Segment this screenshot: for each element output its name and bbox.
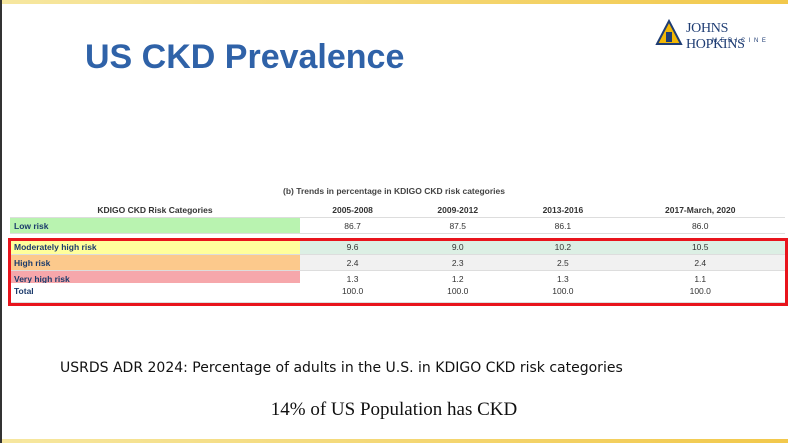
logo-icon: [655, 18, 683, 45]
table-row: Low risk 86.7 87.5 86.1 86.0: [10, 217, 785, 234]
cell: 86.1: [510, 217, 616, 234]
cell: 2.3: [405, 254, 511, 271]
table-row: Moderately high risk 9.6 9.0 10.2 10.5: [10, 239, 785, 255]
cell: 100.0: [615, 282, 785, 299]
column-header: 2017-March, 2020: [615, 202, 785, 218]
headline: 14% of US Population has CKD: [270, 399, 518, 420]
cell: 10.5: [615, 239, 785, 255]
logo-name: JOHNS HOPKINS: [686, 21, 745, 52]
cell: 86.7: [300, 217, 406, 234]
row-label: Total: [10, 282, 300, 299]
row-label: High risk: [10, 254, 300, 271]
cell: 100.0: [300, 282, 406, 299]
cell: 2.5: [510, 254, 616, 271]
column-header: 2013-2016: [510, 202, 616, 218]
cell: 2.4: [300, 254, 406, 271]
table: KDIGO CKD Risk Categories 2005-2008 2009-2…: [10, 202, 785, 303]
source-note: USRDS ADR 2024: Percentage of adults in …: [60, 360, 623, 376]
column-header: 2005-2008: [300, 202, 406, 218]
highlight-box: [8, 238, 788, 306]
cell: 2.4: [615, 254, 785, 271]
bottom-bar: [0, 439, 788, 443]
column-header: 2009-2012: [405, 202, 511, 218]
slide-title: US CKD Prevalence: [85, 38, 405, 76]
table-row: High risk 2.4 2.3 2.5 2.4: [10, 254, 785, 271]
logo-sub: MEDICINE: [712, 38, 770, 44]
cell: 9.6: [300, 239, 406, 255]
cell: 10.2: [510, 239, 616, 255]
row-label: Moderately high risk: [10, 239, 300, 255]
cell: 100.0: [405, 282, 511, 299]
cell: 100.0: [510, 282, 616, 299]
cell: 86.0: [615, 217, 785, 234]
left-bar: [0, 0, 2, 443]
cell: 87.5: [405, 217, 511, 234]
top-bar: [0, 0, 788, 4]
table-caption: (b) Trends in percentage in KDIGO CKD ri…: [283, 186, 505, 196]
column-header: KDIGO CKD Risk Categories: [10, 202, 300, 218]
table-row: Total 100.0 100.0 100.0 100.0: [10, 282, 785, 299]
header-row: KDIGO CKD Risk Categories 2005-2008 2009-2…: [10, 202, 785, 218]
row-label: Low risk: [10, 217, 300, 234]
cell: 9.0: [405, 239, 511, 255]
